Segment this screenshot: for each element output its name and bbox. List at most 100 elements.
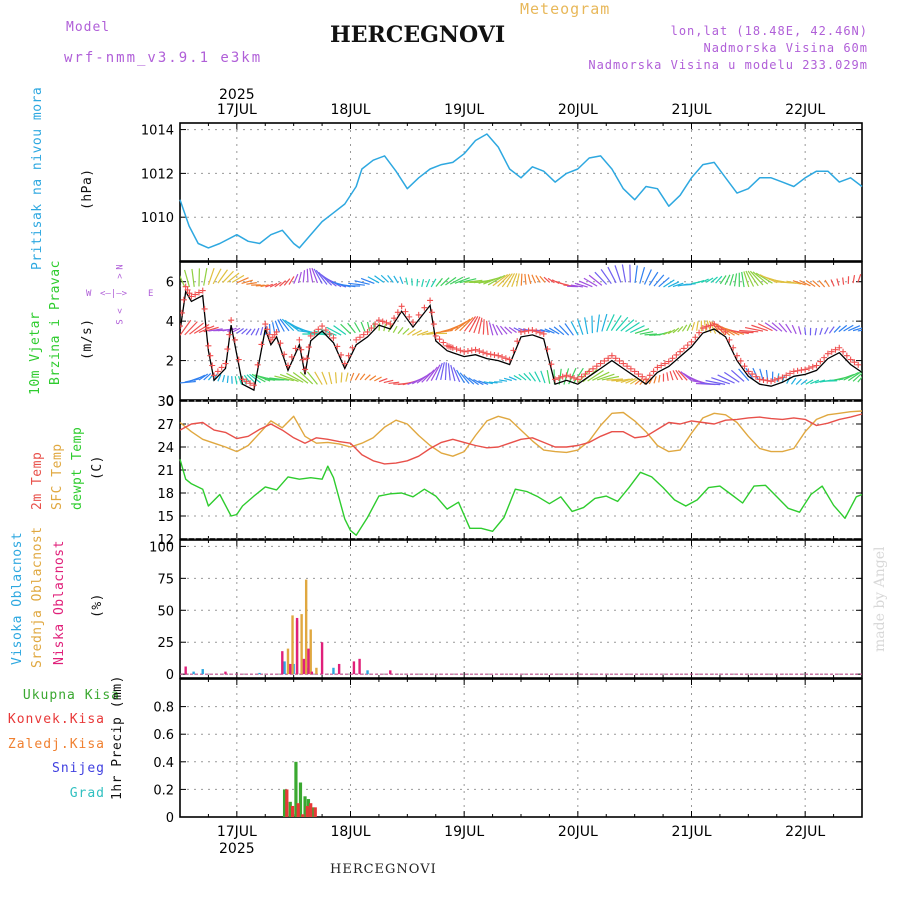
- wind-arrow: [246, 282, 257, 285]
- wind-gust-mark: [224, 346, 231, 353]
- wind-arrow: [444, 362, 447, 381]
- wind-gust-mark: [552, 376, 559, 383]
- wind-arrow: [798, 326, 802, 335]
- wind-arrow: [838, 324, 848, 333]
- xtick-label-top: 22JUL: [785, 102, 825, 118]
- wind-arrow: [786, 280, 802, 285]
- wind-arrow: [447, 363, 451, 381]
- wind-gust-mark: [665, 358, 672, 365]
- wind-arrow: [203, 373, 212, 381]
- wind-gust-mark: [726, 336, 733, 343]
- model-name: wrf-nmm_v3.9.1 e3km: [64, 50, 263, 66]
- wind-arrow: [430, 364, 441, 381]
- wind-arrow: [805, 280, 816, 287]
- wind-arrow: [804, 327, 807, 336]
- wind-arrow: [411, 278, 413, 286]
- wind-arrow: [615, 316, 629, 332]
- mid-cloud-bar: [309, 629, 312, 675]
- ytick-label-precip: 0.6: [153, 728, 174, 743]
- wind-arrow: [354, 280, 370, 285]
- wind-arrow: [577, 319, 584, 335]
- ytick-label-temperature: 12: [157, 533, 174, 548]
- wind-arrow: [810, 379, 820, 385]
- wind-gust-mark: [180, 309, 185, 316]
- wind-arrow: [747, 270, 759, 287]
- wind-gust-mark: [502, 355, 509, 362]
- wind-gust-mark: [805, 365, 812, 372]
- wind-arrow: [653, 274, 665, 287]
- wind-arrow: [473, 316, 481, 334]
- temp2m-line: [179, 413, 863, 465]
- wind-gust-mark: [468, 347, 475, 354]
- wind-arrow: [696, 279, 705, 284]
- wind-gust-mark: [368, 325, 375, 332]
- wind-arrow: [596, 314, 600, 333]
- wind-gust-mark: [771, 376, 778, 383]
- wind-arrow: [842, 277, 845, 285]
- conv-rain-bar: [309, 803, 313, 817]
- wind-arrow: [492, 274, 509, 287]
- wind-gust-mark: [406, 313, 413, 320]
- wind-arrow: [416, 330, 429, 336]
- wind-arrow: [388, 381, 400, 385]
- wind-gust-mark: [182, 283, 189, 290]
- wind-arrow: [535, 275, 541, 283]
- wind-arrow: [318, 271, 333, 286]
- low-cloud-bar: [389, 670, 392, 675]
- wind-arrow: [217, 374, 222, 382]
- wind-gust-mark: [226, 331, 233, 338]
- wind-arrow: [499, 325, 508, 335]
- total-rain-bar: [311, 807, 315, 817]
- wind-arrow: [705, 277, 714, 283]
- wind-gust-mark: [364, 328, 371, 335]
- panel-frame-temperature: [179, 400, 863, 540]
- wind-arrow: [819, 327, 823, 336]
- wind-arrow: [450, 364, 456, 382]
- wind-gust-mark: [231, 336, 238, 343]
- wind-arrow: [691, 322, 696, 331]
- wind-gust-mark: [654, 364, 661, 371]
- wind-arrow: [405, 277, 409, 285]
- wind-arrow: [222, 374, 226, 383]
- wind-arrow: [366, 321, 371, 331]
- wind-arrow: [799, 279, 811, 287]
- wind-arrow: [383, 379, 394, 384]
- low-cloud-bar: [352, 661, 356, 675]
- wind-gust-mark: [779, 374, 786, 381]
- wind-gust-mark: [222, 360, 229, 367]
- wind-arrow: [360, 321, 366, 332]
- wind-gust-mark: [521, 328, 528, 335]
- wind-gust-mark: [266, 331, 273, 338]
- wind-arrow: [309, 268, 314, 283]
- wind-arrow: [551, 279, 560, 284]
- wind-gust-mark: [235, 356, 242, 363]
- wind-gust-mark: [211, 372, 218, 379]
- wind-arrow: [724, 274, 731, 285]
- wind-arrow: [260, 284, 269, 288]
- wind-arrow: [504, 326, 513, 334]
- wind-gust-mark: [544, 346, 551, 353]
- wind-arrow: [250, 328, 256, 336]
- wind-arrow: [283, 278, 291, 286]
- wind-arrow: [752, 271, 769, 285]
- wind-arrow: [564, 323, 574, 336]
- wind-gust-mark: [809, 363, 816, 370]
- wind-arrow: [857, 329, 862, 332]
- wind-arrow: [347, 322, 356, 334]
- wind-arrow: [621, 264, 627, 283]
- wind-gust-mark: [555, 374, 562, 381]
- wind-gust-mark: [192, 291, 199, 298]
- wind-gust-mark: [387, 321, 394, 328]
- ytick-label-temperature: 21: [157, 464, 174, 479]
- mid-cloud-bar: [286, 648, 290, 675]
- wind-arrow: [776, 373, 780, 383]
- wind-gust-mark: [273, 328, 280, 335]
- wind-arrow: [463, 374, 475, 385]
- low-cloud-bar: [224, 671, 227, 675]
- wind-arrow: [738, 368, 750, 382]
- wind-arrow: [435, 362, 443, 381]
- wind-arrow: [393, 275, 399, 284]
- ytick-label-wind: 2: [166, 355, 174, 370]
- wind-arrow: [600, 269, 612, 285]
- wind-arrow: [217, 269, 228, 284]
